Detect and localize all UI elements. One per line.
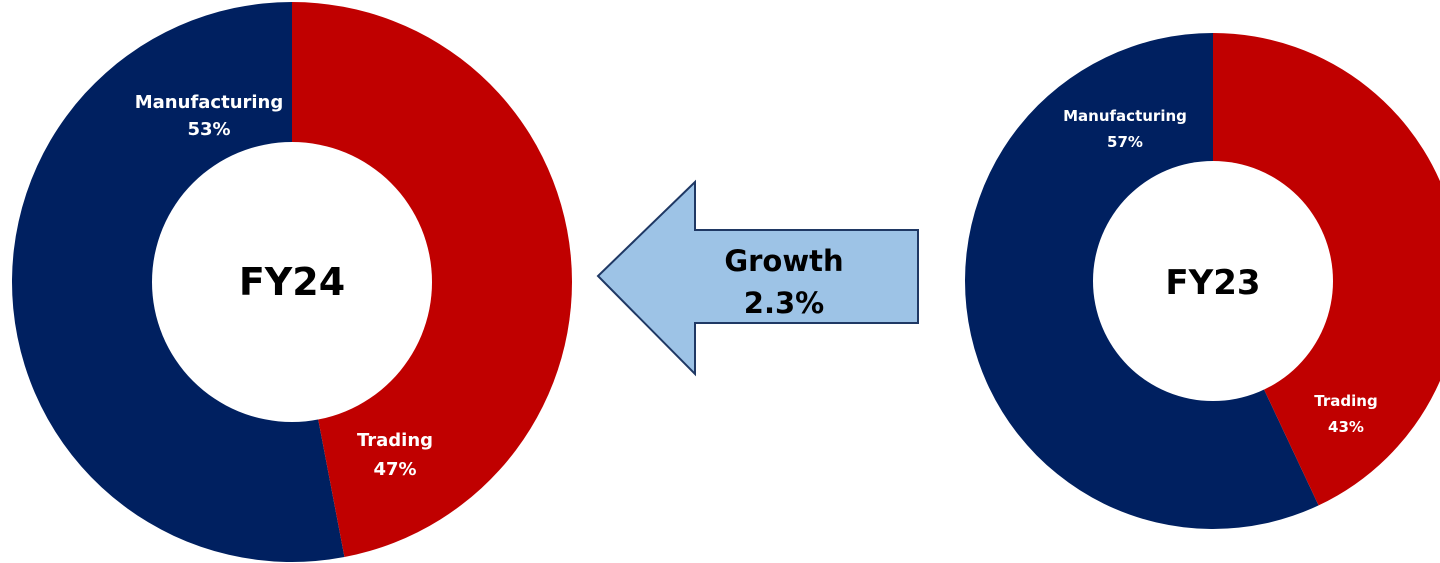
slice-label-fy24-trading: Trading — [357, 430, 433, 451]
growth-arrow: Growth 2.3% — [596, 179, 919, 377]
slice-value-fy24-manufacturing: 53% — [187, 119, 230, 140]
slice-value-fy23-manufacturing: 57% — [1107, 133, 1143, 151]
slice-value-fy23-trading: 43% — [1328, 418, 1364, 436]
slice-label-fy23-trading: Trading — [1314, 392, 1377, 410]
center-label-fy24: FY24 — [239, 260, 345, 304]
donut-fy24: FY24 Manufacturing 53% Trading 47% — [12, 2, 573, 562]
arrow-value-growth: 2.3% — [744, 286, 824, 320]
slice-label-fy24-manufacturing: Manufacturing — [135, 92, 284, 113]
slice-fy24-trading — [292, 2, 573, 558]
donut-hole-fy24 — [152, 142, 432, 422]
arrow-label-growth: Growth — [724, 244, 843, 278]
arrow-left-shape — [596, 179, 919, 377]
slice-value-fy24-trading: 47% — [373, 459, 416, 480]
donut-hole-fy23 — [1093, 161, 1333, 401]
donut-fy23: FY23 Manufacturing 57% Trading 43% — [965, 33, 1440, 530]
slice-label-fy23-manufacturing: Manufacturing — [1063, 107, 1187, 125]
center-label-fy23: FY23 — [1165, 263, 1260, 303]
